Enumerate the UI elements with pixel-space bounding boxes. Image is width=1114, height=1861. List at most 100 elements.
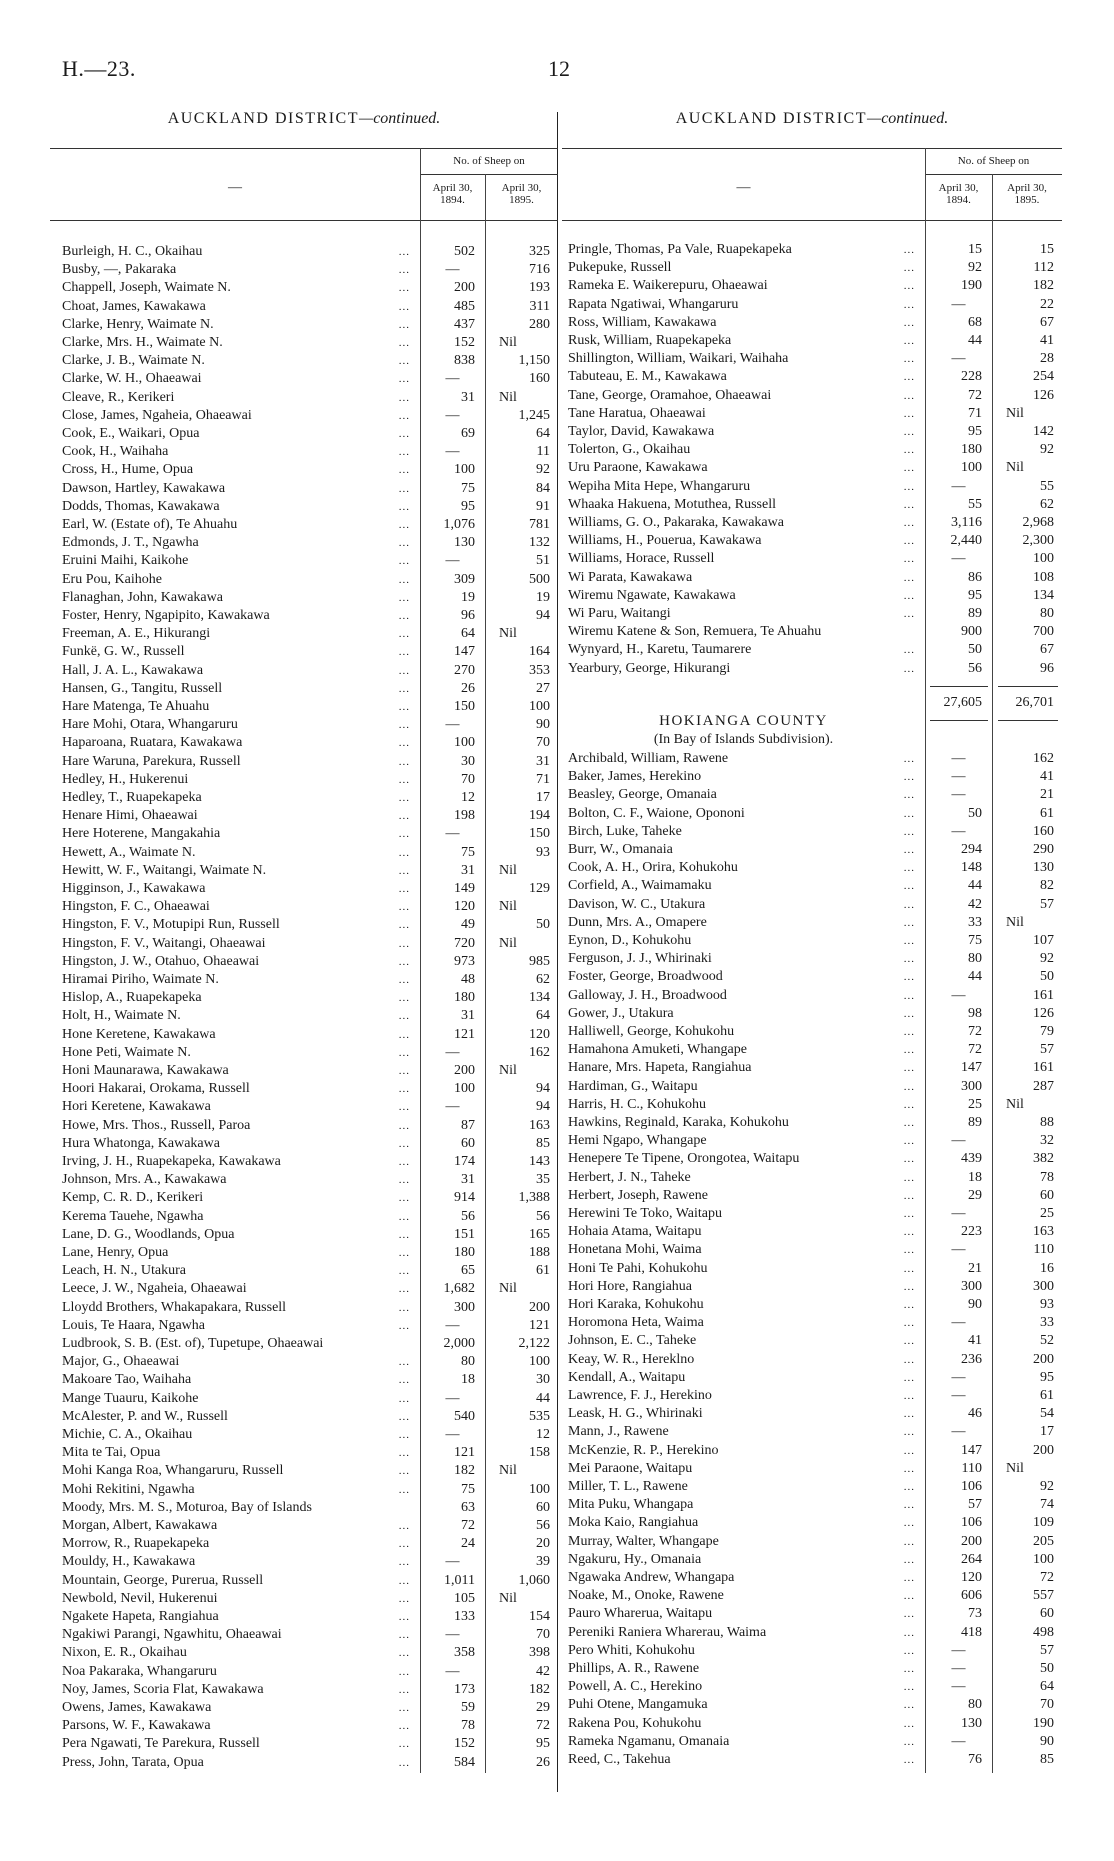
- col-1895-line2: 1895.: [1014, 194, 1040, 206]
- sheep-1895: 700: [1033, 624, 1054, 640]
- owner-name: Hall, J. A. L., Kawakawa: [62, 662, 204, 678]
- table-row: Rameka Ngamanu, Omanaia... — 90: [562, 1733, 1062, 1751]
- owner-name: Noake, M., Onoke, Rawene: [568, 1588, 724, 1604]
- sheep-1895: 126: [1033, 1005, 1054, 1021]
- leader-dots: ...: [903, 280, 915, 293]
- sheep-1894: 89: [968, 1115, 982, 1130]
- owner-name: Hingston, F. V., Waitangi, Ohaeawai: [62, 935, 266, 951]
- sheep-1895: 1,388: [518, 1190, 551, 1206]
- leader-dots: ...: [398, 901, 410, 914]
- sheep-1895: 70: [536, 735, 550, 751]
- sheep-1895: 107: [1033, 933, 1054, 948]
- table-row: Moka Kaio, Rangiahua... 106 109: [562, 1514, 1062, 1532]
- owner-name: Mange Tuauru, Kaikohe: [62, 1390, 199, 1406]
- table-row: Choat, James, Kawakawa... 485 311: [50, 298, 558, 316]
- col-1894-header: April 30, 1894.: [925, 182, 992, 206]
- col-1895-line1: April 30,: [1007, 182, 1047, 194]
- table-row: Halliwell, George, Kohukohu... 72 79: [562, 1023, 1062, 1041]
- sheep-1895: 74: [1040, 1497, 1054, 1513]
- owner-name: Horomona Heta, Waima: [568, 1315, 704, 1331]
- owner-name: Lane, Henry, Opua: [62, 1245, 169, 1260]
- sheep-1895: 96: [1040, 660, 1054, 676]
- sheep-1894: 358: [454, 1645, 475, 1661]
- col-1894-line1: April 30,: [432, 182, 473, 194]
- leader-dots: ...: [398, 1520, 410, 1532]
- leader-dots: ...: [903, 1208, 915, 1220]
- sheep-1894: 121: [454, 1026, 475, 1042]
- section-title: AUCKLAND DISTRICT—continued.: [50, 110, 558, 128]
- leader-dots: ...: [903, 589, 915, 602]
- sheep-1894: 180: [454, 990, 475, 1006]
- table-row: Ngakete Hapeta, Rangiahua... 133 154: [50, 1608, 558, 1626]
- sheep-1895: 108: [1033, 569, 1054, 585]
- table-row: Rapata Ngatiwai, Whangaruru... — 22: [562, 296, 1062, 314]
- sheep-1894: 31: [461, 862, 475, 878]
- leader-dots: ...: [903, 935, 915, 947]
- sheep-1894: 300: [961, 1278, 982, 1294]
- owner-name: Hislop, A., Ruapekapeka: [62, 990, 202, 1006]
- table-row: Cook, H., Waihaha... — 11: [50, 443, 558, 461]
- owner-name: Johnson, E. C., Taheke: [568, 1333, 697, 1349]
- table-row: Ludbrook, S. B. (Est. of), Tupetupe, Oha…: [50, 1335, 558, 1353]
- sheep-1895: 163: [529, 1117, 550, 1133]
- table-row: Moody, Mrs. M. S., Moturoa, Bay of Islan…: [50, 1499, 558, 1517]
- leader-dots: ...: [903, 608, 915, 620]
- owner-name: Rameka Ngamanu, Omanaia: [568, 1733, 730, 1749]
- sheep-1894: 31: [461, 1172, 475, 1188]
- column-divider: [557, 112, 558, 1792]
- owner-name: Cook, H., Waihaha: [62, 444, 169, 460]
- sheep-1894: —: [951, 769, 966, 785]
- table-row: Herbert, Joseph, Rawene... 29 60: [562, 1187, 1062, 1205]
- col-1895-line1: April 30,: [501, 182, 542, 194]
- sheep-1895: 100: [529, 1481, 550, 1497]
- sheep-1895: 158: [529, 1445, 550, 1461]
- sheep-1894: 900: [961, 624, 982, 640]
- leader-dots: ...: [903, 1644, 915, 1657]
- sheep-1894: 75: [461, 480, 475, 496]
- sheep-1895: 1,245: [518, 407, 551, 423]
- sheep-1895: 100: [529, 699, 550, 714]
- column-line: [485, 174, 486, 1773]
- table-row: Higginson, J., Kawakawa... 149 129: [50, 880, 558, 898]
- col-1895-line2: 1895.: [509, 194, 534, 206]
- leader-dots: ...: [398, 1611, 410, 1623]
- owner-name: Hewett, A., Waimate N.: [62, 844, 196, 860]
- leader-dots: ...: [903, 462, 915, 475]
- sheep-1894: 152: [454, 1736, 475, 1752]
- sheep-1895: 33: [1040, 1315, 1054, 1331]
- sheep-1894: —: [951, 296, 966, 312]
- leader-dots: ...: [398, 1101, 410, 1114]
- sheep-1894: 44: [968, 969, 982, 985]
- table-row: Hingston, F. V., Motupipi Run, Russell..…: [50, 916, 558, 934]
- table-row: Mita te Tai, Opua... 121 158: [50, 1444, 558, 1462]
- owner-name: Rakena Pou, Kohukohu: [568, 1715, 702, 1731]
- owner-name: Corfield, A., Waimamaku: [568, 878, 712, 894]
- leader-dots: ...: [398, 1283, 410, 1296]
- sheep-1894: 75: [968, 933, 982, 948]
- leader-dots: ...: [903, 1517, 915, 1530]
- sheep-1895: 161: [1033, 1060, 1054, 1076]
- sheep-1894: 72: [968, 387, 982, 403]
- owner-name: Gower, J., Utakura: [568, 1005, 674, 1021]
- sheep-1894: 95: [968, 424, 982, 439]
- owner-name: Ngawaka Andrew, Whangapa: [568, 1570, 735, 1585]
- table-row: Taylor, David, Kawakawa... 95 142: [562, 423, 1062, 441]
- sheep-1895: 160: [1033, 823, 1054, 839]
- owner-name: Tane Haratua, Ohaeawai: [568, 405, 706, 421]
- table-row: Williams, H., Pouerua, Kawakawa... 2,440 2…: [562, 532, 1062, 550]
- page-number: 12: [548, 56, 570, 81]
- sheep-1894: 148: [961, 860, 982, 876]
- table-row: Mann, J., Rawene... — 17: [562, 1423, 1062, 1441]
- table-row: Miller, T. L., Rawene... 106 92: [562, 1478, 1062, 1496]
- table-row: Hardiman, G., Waitapu... 300 287: [562, 1078, 1062, 1096]
- sheep-1895: 290: [1033, 842, 1054, 857]
- sheep-1894: 200: [454, 1063, 475, 1078]
- owner-name: Harris, H. C., Kohukohu: [568, 1096, 707, 1112]
- table-row: Hingston, J. W., Otahuo, Ohaeawai... 973 9…: [50, 953, 558, 971]
- sheep-1894: 92: [968, 260, 982, 276]
- table-row: Mange Tuauru, Kaikohe... — 44: [50, 1390, 558, 1408]
- owner-name: Clarke, J. B., Waimate N.: [62, 353, 205, 369]
- sheep-1895: 90: [1040, 1733, 1054, 1749]
- owner-name: Mita te Tai, Opua: [62, 1445, 161, 1461]
- table-row: Here Hoterene, Mangakahia... — 150: [50, 825, 558, 843]
